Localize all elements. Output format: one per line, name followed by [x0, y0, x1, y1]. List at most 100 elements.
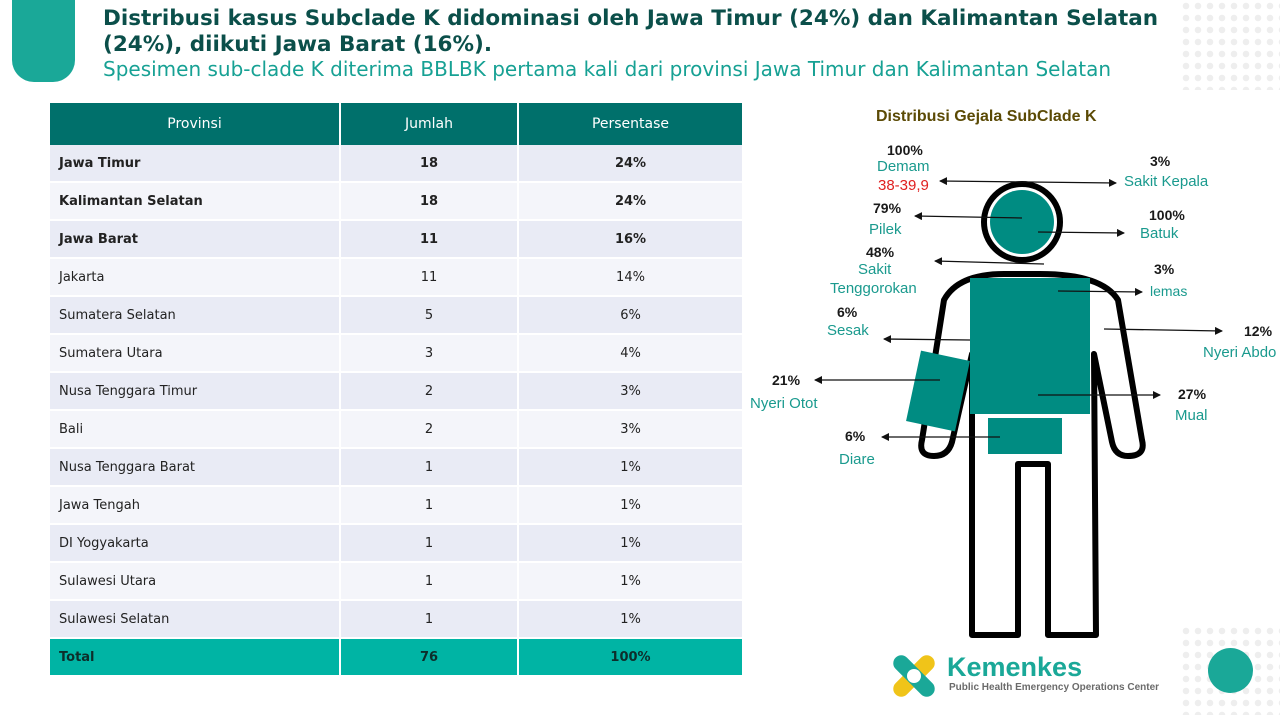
cell-provinsi: Bali — [50, 410, 341, 449]
cell-provinsi: Jawa Tengah — [50, 486, 341, 525]
cell-persentase: 24% — [518, 145, 744, 183]
logo-name: Kemenkes — [947, 652, 1083, 682]
cell-jumlah: 1 — [340, 600, 519, 639]
batuk-pct: 100% — [1149, 207, 1185, 223]
demam-range: 38-39,9 — [878, 177, 929, 194]
cell-jumlah: 2 — [340, 372, 519, 411]
cell-jumlah: 3 — [340, 334, 519, 373]
corner-tab-decoration — [12, 0, 75, 82]
cell-provinsi: Nusa Tenggara Barat — [50, 448, 341, 487]
cell-provinsi: Nusa Tenggara Timur — [50, 372, 341, 411]
logo-tagline: Public Health Emergency Operations Cente… — [949, 682, 1160, 693]
cell-jumlah: 1 — [340, 486, 519, 525]
nyeri-otot-pct: 21% — [772, 372, 801, 388]
cell-persentase: 1% — [518, 486, 744, 525]
cell-persentase: 16% — [518, 220, 744, 259]
table-total-row: Total 76 100% — [50, 638, 744, 677]
cell-jumlah: 11 — [340, 220, 519, 259]
arrow-pilek — [914, 212, 1023, 221]
abdomen-highlight — [988, 418, 1062, 454]
slide-subtitle: Spesimen sub-clade K diterima BBLBK pert… — [103, 57, 1112, 81]
cell-provinsi: Sulawesi Utara — [50, 562, 341, 601]
table-row: Jakarta 11 14% — [50, 258, 744, 297]
province-table: Provinsi Jumlah Persentase Jawa Timur 18 2… — [50, 103, 744, 677]
nyeri-abdomen-pct: 12% — [1244, 323, 1273, 339]
cell-provinsi: Sumatera Utara — [50, 334, 341, 373]
table-row: Nusa Tenggara Barat 1 1% — [50, 448, 744, 487]
cell-jumlah: 18 — [340, 182, 519, 221]
sesak-label: Sesak — [827, 322, 869, 339]
lemas-pct: 3% — [1154, 261, 1175, 277]
table-row: Jawa Timur 18 24% — [50, 145, 744, 183]
col-header-persentase: Persentase — [518, 103, 744, 145]
demam-label: Demam — [877, 158, 930, 175]
table-row: Jawa Tengah 1 1% — [50, 486, 744, 525]
pilek-label: Pilek — [869, 221, 902, 238]
mual-label: Mual — [1175, 407, 1208, 424]
diare-pct: 6% — [845, 428, 866, 444]
cell-provinsi: Kalimantan Selatan — [50, 182, 341, 221]
cell-jumlah: 1 — [340, 524, 519, 563]
pilek-pct: 79% — [873, 200, 902, 216]
cell-provinsi: Sulawesi Selatan — [50, 600, 341, 639]
cell-persentase: 3% — [518, 410, 744, 449]
lemas-label: lemas — [1150, 283, 1188, 299]
arrow-batuk — [1037, 228, 1125, 237]
cell-provinsi: Jawa Timur — [50, 145, 341, 183]
diagram-title: Distribusi Gejala SubClade K — [876, 108, 1097, 125]
cell-total-persentase: 100% — [518, 638, 744, 677]
cell-persentase: 3% — [518, 372, 744, 411]
cell-persentase: 24% — [518, 182, 744, 221]
table-row: Sulawesi Utara 1 1% — [50, 562, 744, 601]
sakit-kepala-label: Sakit Kepala — [1124, 173, 1209, 190]
cell-jumlah: 1 — [340, 562, 519, 601]
head-outline — [981, 181, 1063, 263]
arrow-sesak — [883, 335, 971, 344]
cell-persentase: 1% — [518, 562, 744, 601]
table-row: Sumatera Utara 3 4% — [50, 334, 744, 373]
cell-jumlah: 1 — [340, 448, 519, 487]
cell-persentase: 14% — [518, 258, 744, 297]
table-row: DI Yogyakarta 1 1% — [50, 524, 744, 563]
arrow-sakit-kepala — [1029, 178, 1117, 187]
table-row: Kalimantan Selatan 18 24% — [50, 182, 744, 221]
cell-persentase: 4% — [518, 334, 744, 373]
sakit-tenggorokan-label-2: Tenggorokan — [830, 280, 917, 297]
cell-provinsi: Jakarta — [50, 258, 341, 297]
demam-pct: 100% — [887, 142, 923, 158]
torso-outline — [918, 271, 1146, 638]
arrow-lemas — [1057, 287, 1143, 296]
cell-jumlah: 5 — [340, 296, 519, 335]
cell-total-label: Total — [50, 638, 341, 677]
arrow-sakit-tenggorokan — [934, 257, 1045, 266]
sakit-tenggorokan-pct: 48% — [866, 244, 895, 260]
sesak-pct: 6% — [837, 304, 858, 320]
kemenkes-logo-icon — [893, 655, 935, 697]
cell-persentase: 1% — [518, 600, 744, 639]
body-outline — [918, 181, 1146, 638]
table-row: Jawa Barat 11 16% — [50, 220, 744, 259]
cell-provinsi: Jawa Barat — [50, 220, 341, 259]
arrow-demam — [939, 177, 1031, 186]
corner-circle-decoration — [1208, 648, 1253, 693]
torso-highlight — [970, 278, 1090, 414]
col-header-jumlah: Jumlah — [340, 103, 519, 145]
sakit-kepala-pct: 3% — [1150, 153, 1171, 169]
cell-jumlah: 11 — [340, 258, 519, 297]
table-row: Bali 2 3% — [50, 410, 744, 449]
mual-pct: 27% — [1178, 386, 1207, 402]
cell-jumlah: 2 — [340, 410, 519, 449]
cell-total-jumlah: 76 — [340, 638, 519, 677]
table-row: Nusa Tenggara Timur 2 3% — [50, 372, 744, 411]
table-row: Sulawesi Selatan 1 1% — [50, 600, 744, 639]
slide-title: Distribusi kasus Subclade K didominasi o… — [103, 6, 1159, 57]
sakit-tenggorokan-label-1: Sakit — [858, 261, 892, 278]
table-header-row: Provinsi Jumlah Persentase — [50, 103, 744, 145]
cell-persentase: 1% — [518, 448, 744, 487]
cell-provinsi: Sumatera Selatan — [50, 296, 341, 335]
cell-provinsi: DI Yogyakarta — [50, 524, 341, 563]
table-row: Sumatera Selatan 5 6% — [50, 296, 744, 335]
decorative-pattern-top — [1180, 0, 1280, 90]
cell-persentase: 6% — [518, 296, 744, 335]
